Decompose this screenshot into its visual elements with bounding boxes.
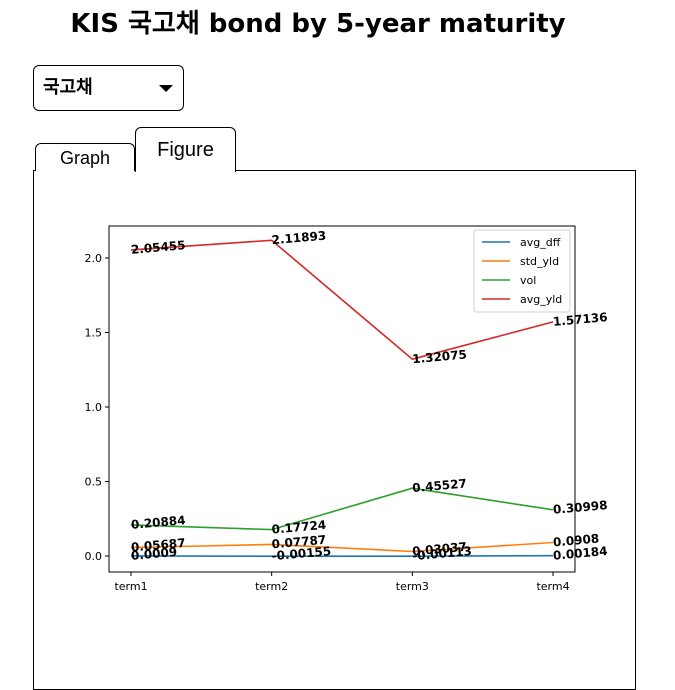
data-label: 0.0908 bbox=[552, 531, 599, 549]
tab-figure[interactable]: Figure bbox=[135, 127, 236, 172]
legend-box bbox=[473, 229, 571, 313]
x-tick-label: term3 bbox=[396, 580, 429, 593]
series-line-avg-yld bbox=[130, 239, 554, 361]
data-label: 0.17724 bbox=[271, 518, 327, 537]
legend-label-avg-yld: avg_yld bbox=[520, 293, 562, 306]
data-label: 2.11893 bbox=[271, 229, 327, 248]
x-tick-label: term2 bbox=[255, 580, 288, 593]
data-label: 0.0009 bbox=[130, 545, 177, 563]
line-chart: 0.0 0.5 1.0 1.5 2.0 term1 term2 term3 term4 0.000… bbox=[85, 225, 608, 593]
data-label: 0.20884 bbox=[130, 513, 186, 532]
page-title: KIS 국고채 bond by 5-year maturity bbox=[70, 9, 566, 39]
tab-graph[interactable]: Graph bbox=[35, 143, 135, 171]
data-label: 0.05687 bbox=[130, 536, 186, 555]
data-label: 1.57136 bbox=[552, 310, 608, 329]
y-tick-label: 0.0 bbox=[85, 550, 103, 563]
bond-type-dropdown[interactable]: 국고채 bbox=[33, 65, 184, 111]
plot-frame bbox=[108, 225, 576, 573]
series-line-std-yld bbox=[130, 541, 554, 553]
data-label: -0.00155 bbox=[271, 544, 332, 563]
data-label: 0.45527 bbox=[412, 476, 468, 495]
y-tick-label: 0.5 bbox=[85, 476, 103, 489]
data-label: 2.05455 bbox=[130, 238, 186, 257]
y-tick-label: 1.0 bbox=[85, 401, 103, 414]
data-label: -0.00113 bbox=[412, 544, 473, 563]
data-label: 1.32075 bbox=[412, 347, 468, 366]
x-tick-label: term1 bbox=[114, 580, 147, 593]
x-tick-label: term4 bbox=[536, 580, 569, 593]
legend-label-vol: vol bbox=[520, 274, 536, 287]
data-label: 0.00184 bbox=[552, 544, 608, 563]
caret-down-icon bbox=[159, 85, 173, 92]
series-line-avg-dff bbox=[130, 554, 554, 558]
data-label: 0.03037 bbox=[412, 540, 468, 559]
dropdown-selected-value: 국고채 bbox=[43, 77, 93, 98]
legend-label-avg-dff: avg_dff bbox=[520, 236, 561, 249]
data-label: 0.30998 bbox=[552, 498, 608, 517]
legend-label-std-yld: std_yld bbox=[520, 255, 559, 268]
y-tick-label: 2.0 bbox=[85, 252, 103, 265]
data-label: 0.07787 bbox=[271, 533, 327, 552]
series-line-vol bbox=[130, 487, 554, 531]
y-tick-label: 1.5 bbox=[85, 327, 103, 340]
